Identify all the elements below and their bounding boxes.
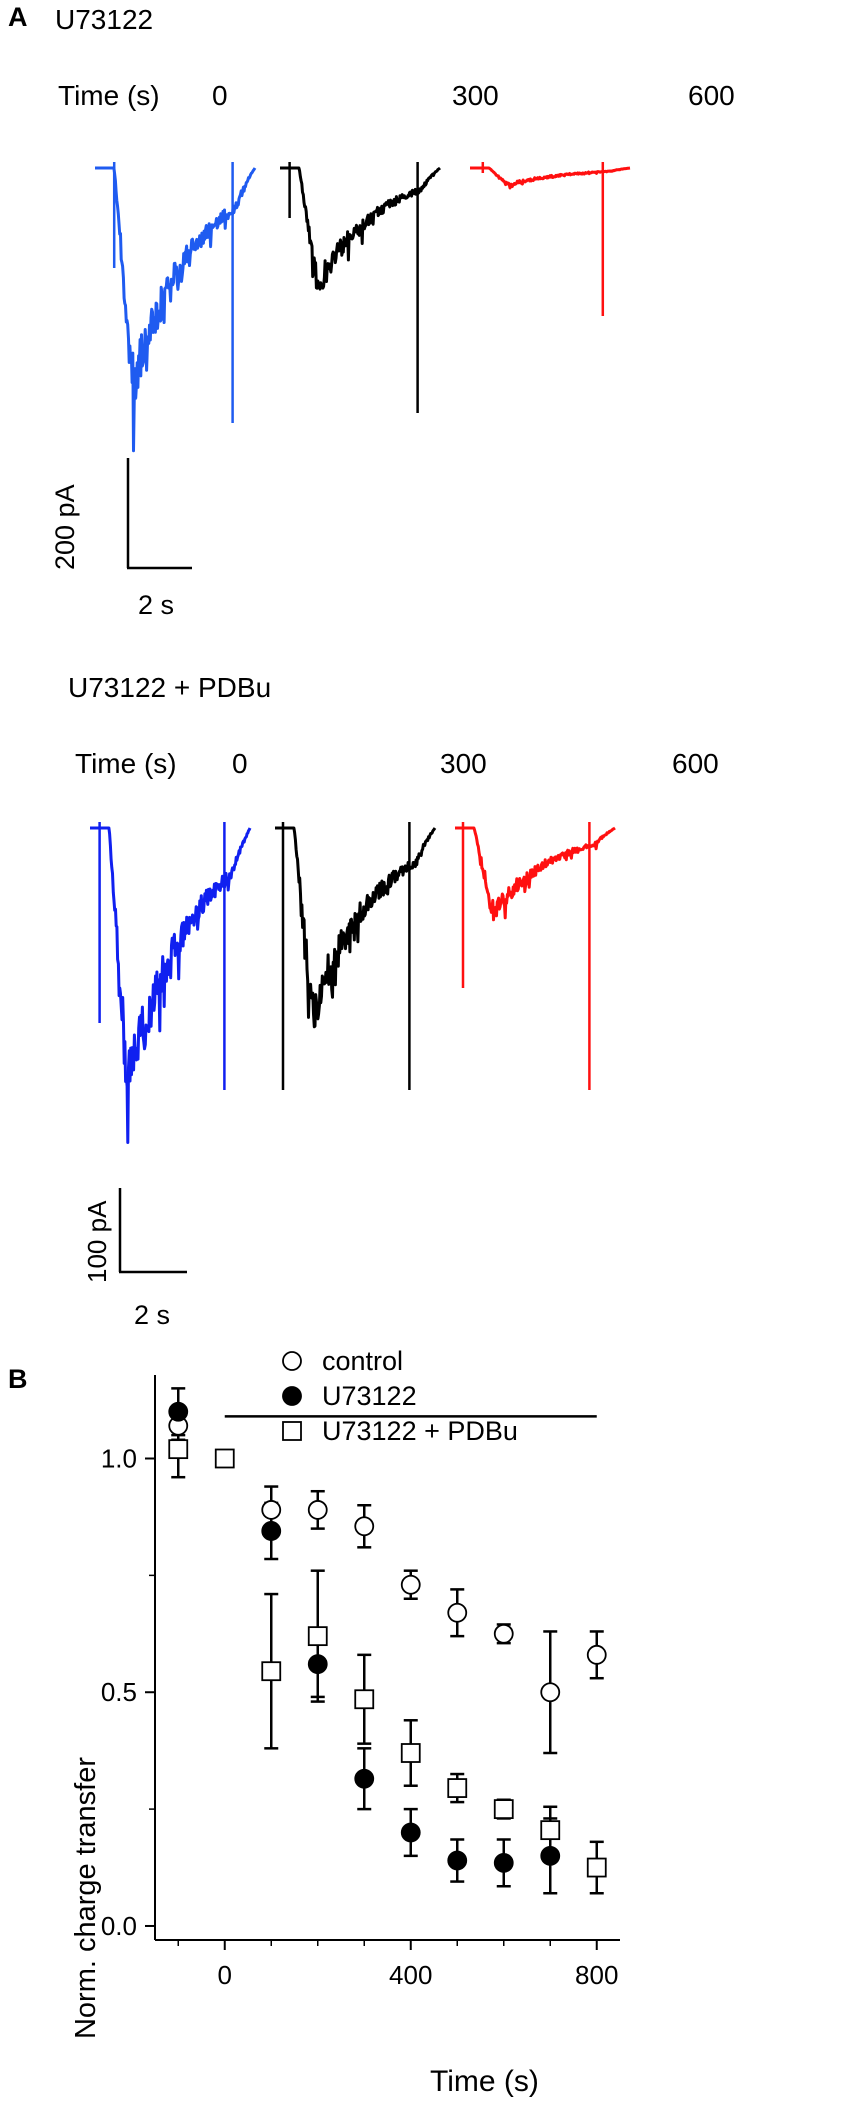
row1-scale-x-label: 2 s (138, 590, 175, 620)
points-control (168, 1415, 607, 1703)
point-u73122-pdbu (540, 1820, 561, 1841)
point-u73122 (400, 1822, 421, 1843)
point-u73122 (261, 1521, 282, 1541)
y-tick-label: 1.0 (101, 1443, 137, 1473)
row2-trace-300s-line (274, 826, 437, 1029)
point-u73122-pdbu (400, 1743, 421, 1763)
point-u73122 (307, 1654, 328, 1675)
point-u73122 (168, 1401, 189, 1422)
row1-time-label: Time (s) (58, 80, 160, 111)
row2-trace-600s-line (454, 826, 616, 922)
point-u73122 (540, 1845, 561, 1866)
point-control (586, 1644, 607, 1665)
point-u73122-pdbu (307, 1626, 328, 1647)
legend-label-u73122: U73122 (322, 1381, 417, 1411)
panel-b-chart: control U73122 U73122 + PDBu 0.0 0.5 1.0 0 400… (101, 1346, 620, 1990)
point-control (354, 1516, 375, 1537)
point-u73122-pdbu (261, 1661, 282, 1682)
row1-time-0: 0 (212, 80, 228, 111)
point-control (307, 1500, 328, 1520)
series-control (171, 1410, 604, 1755)
point-u73122-pdbu (586, 1857, 607, 1878)
point-u73122-pdbu (168, 1439, 189, 1460)
panel-b-letter: B (8, 1364, 28, 1394)
row1-scale-y-label: 200 pA (50, 484, 80, 570)
row2-condition-label: U73122 + PDBu (68, 672, 272, 703)
row2-trace-600s (454, 822, 616, 1090)
row1-traces (94, 162, 631, 453)
row2-trace-300s (274, 822, 437, 1090)
point-u73122-pdbu (493, 1799, 514, 1820)
point-u73122 (354, 1768, 375, 1789)
legend-marker-u73122-pdbu (282, 1421, 302, 1441)
point-u73122-pdbu (214, 1448, 235, 1469)
row2-scale-bar (118, 1188, 187, 1274)
point-u73122-pdbu (354, 1689, 375, 1710)
row1-trace-0s (94, 162, 257, 453)
point-control (540, 1682, 561, 1703)
legend-label-u73122-pdbu: U73122 + PDBu (322, 1416, 518, 1446)
y-tick-label: 0.5 (101, 1677, 137, 1707)
row2-time-300: 300 (440, 748, 487, 779)
row2-traces (89, 822, 616, 1144)
row2-scale-x-label: 2 s (134, 1300, 171, 1330)
x-tick-label: 400 (389, 1960, 432, 1990)
row2-trace-0s (89, 822, 252, 1144)
row2-trace-0s-line (89, 826, 252, 1144)
row1-trace-600s (469, 162, 631, 316)
series-u73122-pdbu (171, 1419, 604, 1895)
point-control (447, 1602, 468, 1623)
y-axis-title: Norm. charge transfer (70, 1756, 102, 2040)
row1-time-300: 300 (452, 80, 499, 111)
point-u73122 (447, 1850, 468, 1871)
row2-time-label: Time (s) (75, 748, 177, 779)
row2-time-0: 0 (232, 748, 248, 779)
row1-trace-0s-line (94, 166, 257, 453)
row2-time-600: 600 (672, 748, 719, 779)
points-u73122 (168, 1401, 561, 1873)
x-tick-label: 0 (218, 1960, 232, 1990)
row1-condition-label: U73122 (55, 4, 154, 35)
legend-label-control: control (322, 1346, 403, 1376)
y-tick-label: 0.0 (101, 1911, 137, 1941)
point-control (493, 1623, 514, 1644)
point-u73122 (493, 1852, 514, 1873)
points-u73122-pdbu (168, 1439, 607, 1878)
row2-scale-y-label: 100 pA (82, 1200, 112, 1283)
legend-marker-u73122 (282, 1386, 302, 1406)
panel-a-letter: A (8, 2, 28, 32)
row1-time-600: 600 (688, 80, 735, 111)
row1-trace-600s-line (469, 166, 631, 190)
row1-scale-bar (126, 458, 192, 570)
point-control (400, 1574, 421, 1595)
legend-marker-control (282, 1351, 302, 1371)
row1-trace-300s (279, 162, 441, 413)
x-axis-title: Time (s) (430, 2065, 539, 2098)
point-control (261, 1500, 282, 1520)
point-u73122-pdbu (447, 1778, 468, 1798)
row1-trace-300s-line (279, 166, 441, 291)
x-tick-label: 800 (575, 1960, 618, 1990)
